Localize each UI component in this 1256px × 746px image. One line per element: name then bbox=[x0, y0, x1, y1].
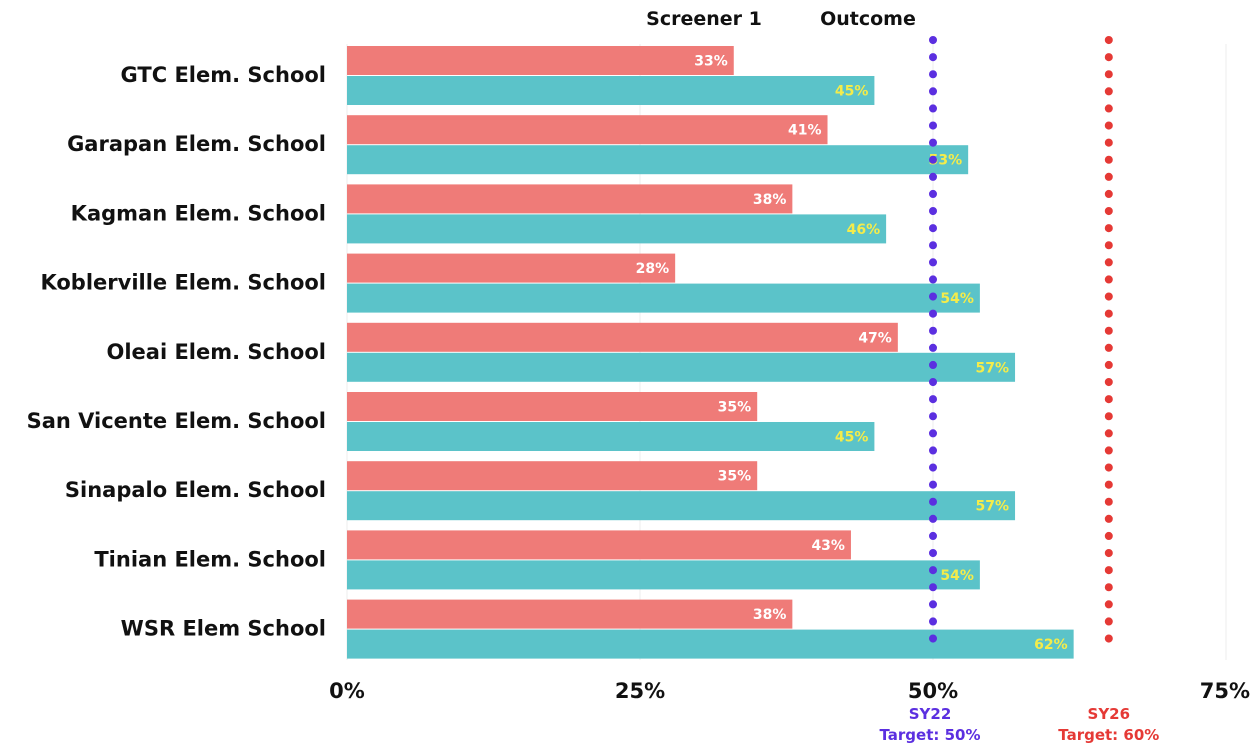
bar-outcome-7 bbox=[347, 560, 980, 590]
bar-outcome-8 bbox=[347, 629, 1074, 659]
data-label-outcome-8: 62% bbox=[1034, 637, 1068, 653]
bar-outcome-6 bbox=[347, 491, 1016, 521]
category-label-8: WSR Elem School bbox=[121, 617, 326, 641]
bar-outcome-3 bbox=[347, 283, 980, 313]
data-label-outcome-0: 45% bbox=[835, 84, 869, 100]
category-label-3: Koblerville Elem. School bbox=[40, 271, 326, 295]
data-label-screener-4: 47% bbox=[858, 330, 892, 346]
data-label-outcome-3: 54% bbox=[940, 291, 974, 307]
data-labels: 33% 45% 41% 53% 38% 46% 28% 54% 47% 57% 35% 45% 35% 5… bbox=[636, 54, 1068, 654]
data-label-screener-0: 33% bbox=[694, 54, 728, 70]
target-label-value-1: Target: 60% bbox=[1058, 726, 1159, 744]
series-header-screener: Screener 1 bbox=[646, 8, 762, 30]
data-label-outcome-5: 45% bbox=[835, 430, 869, 446]
target-label-year-1: SY26 bbox=[1088, 705, 1131, 723]
bar-outcome-0 bbox=[347, 76, 875, 105]
bar-screener-4 bbox=[347, 322, 898, 352]
bar-outcome-1 bbox=[347, 145, 969, 175]
x-tick-3: 75% bbox=[1200, 679, 1250, 703]
category-label-6: Sinapalo Elem. School bbox=[65, 478, 326, 502]
target-labels: SY22 Target: 50% SY26 Target: 60% bbox=[879, 705, 1159, 744]
data-label-screener-3: 28% bbox=[636, 261, 670, 277]
x-tick-0: 0% bbox=[329, 679, 365, 703]
bar-screener-3 bbox=[347, 253, 676, 283]
bar-screener-8 bbox=[347, 599, 793, 629]
category-labels: GTC Elem. School Garapan Elem. School Kagm… bbox=[27, 63, 326, 641]
x-tick-1: 25% bbox=[615, 679, 665, 703]
category-label-1: Garapan Elem. School bbox=[67, 132, 326, 156]
bar-outcome-4 bbox=[347, 352, 1016, 382]
data-label-screener-1: 41% bbox=[788, 123, 822, 139]
data-label-outcome-1: 53% bbox=[929, 153, 963, 169]
data-label-screener-8: 38% bbox=[753, 607, 787, 623]
series-header-outcome: Outcome bbox=[820, 8, 916, 30]
bar-screener-5 bbox=[347, 392, 758, 421]
bar-screener-2 bbox=[347, 184, 793, 214]
bar-screener-0 bbox=[347, 46, 734, 75]
data-label-outcome-4: 57% bbox=[976, 360, 1010, 376]
data-label-outcome-7: 54% bbox=[940, 568, 974, 584]
bar-screener-7 bbox=[347, 530, 851, 560]
category-label-7: Tinian Elem. School bbox=[94, 547, 326, 571]
x-axis-ticks: 0% 25% 50% 75% bbox=[329, 679, 1250, 703]
data-label-screener-7: 43% bbox=[811, 538, 845, 554]
bar-screener-1 bbox=[347, 115, 828, 145]
data-label-screener-2: 38% bbox=[753, 192, 787, 208]
data-label-outcome-6: 57% bbox=[976, 499, 1010, 515]
x-tick-2: 50% bbox=[908, 679, 958, 703]
target-label-value-0: Target: 50% bbox=[879, 726, 980, 744]
category-label-0: GTC Elem. School bbox=[121, 63, 326, 87]
series-headers: Screener 1 Outcome bbox=[646, 8, 916, 30]
data-label-outcome-2: 46% bbox=[847, 222, 881, 238]
target-label-year-0: SY22 bbox=[909, 705, 952, 723]
category-label-5: San Vicente Elem. School bbox=[27, 409, 326, 433]
bar-outcome-2 bbox=[347, 214, 887, 244]
data-label-screener-5: 35% bbox=[718, 400, 752, 416]
data-label-screener-6: 35% bbox=[718, 469, 752, 485]
category-label-2: Kagman Elem. School bbox=[71, 201, 326, 225]
bar-outcome-5 bbox=[347, 422, 875, 451]
bar-screener-6 bbox=[347, 461, 758, 491]
category-label-4: Oleai Elem. School bbox=[106, 340, 326, 364]
bars bbox=[347, 46, 1074, 659]
target-lines bbox=[929, 36, 1113, 644]
